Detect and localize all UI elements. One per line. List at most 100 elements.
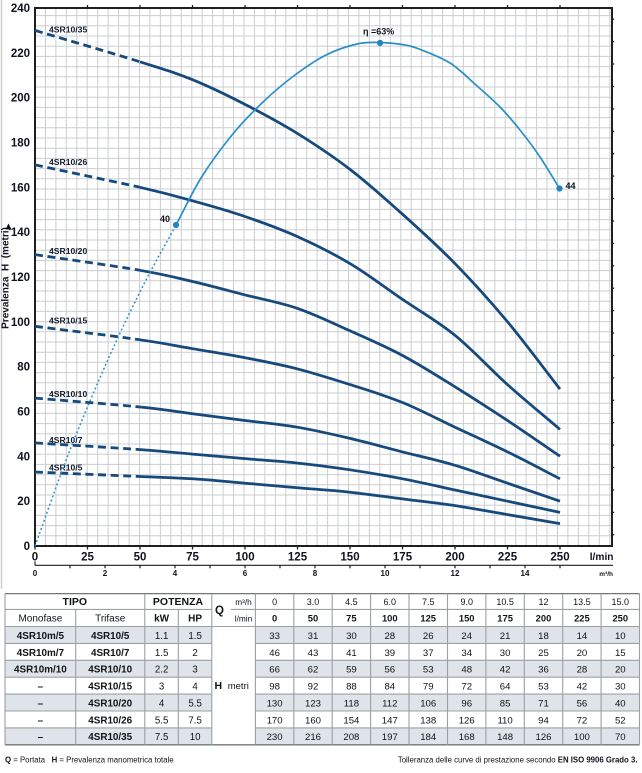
- svg-text:10: 10: [190, 732, 201, 743]
- svg-text:4SR10/26: 4SR10/26: [49, 157, 87, 167]
- svg-text:18: 18: [538, 631, 549, 642]
- svg-text:Prevalenza H (metri): Prevalenza H (metri): [1, 227, 12, 329]
- svg-text:3: 3: [159, 682, 164, 693]
- svg-text:4SR10/5: 4SR10/5: [49, 463, 83, 473]
- svg-text:100: 100: [382, 613, 398, 624]
- svg-text:94: 94: [538, 715, 549, 726]
- svg-text:56: 56: [577, 699, 588, 710]
- svg-text:53: 53: [538, 682, 549, 693]
- svg-text:8: 8: [313, 569, 318, 578]
- svg-text:100: 100: [11, 317, 30, 329]
- svg-text:25: 25: [538, 648, 549, 659]
- svg-text:30: 30: [500, 648, 511, 659]
- svg-text:75: 75: [346, 613, 356, 624]
- svg-text:34: 34: [461, 648, 472, 659]
- svg-text:138: 138: [420, 715, 436, 726]
- svg-text:110: 110: [497, 715, 512, 726]
- svg-text:170: 170: [267, 715, 283, 726]
- svg-text:7.5: 7.5: [155, 732, 168, 743]
- svg-text:Monofase: Monofase: [18, 614, 62, 625]
- svg-text:197: 197: [382, 732, 398, 743]
- svg-text:6.0: 6.0: [384, 597, 397, 607]
- svg-text:–: –: [38, 715, 44, 726]
- svg-text:200: 200: [536, 613, 552, 624]
- svg-text:20: 20: [577, 648, 588, 659]
- svg-text:106: 106: [420, 699, 436, 710]
- svg-text:4.5: 4.5: [345, 597, 358, 607]
- svg-text:48: 48: [461, 665, 472, 676]
- svg-text:46: 46: [269, 648, 280, 659]
- svg-text:Q = Portata H = Prevalenza m: Q = Portata H = Prevalenza manometrica t…: [5, 756, 174, 765]
- svg-text:0: 0: [32, 552, 38, 564]
- svg-text:14: 14: [577, 631, 588, 642]
- svg-text:4: 4: [192, 682, 198, 693]
- svg-text:130: 130: [267, 699, 283, 710]
- svg-text:52: 52: [615, 715, 626, 726]
- svg-text:15: 15: [615, 648, 626, 659]
- svg-text:4SR10/35: 4SR10/35: [88, 732, 132, 743]
- svg-text:72: 72: [461, 682, 472, 693]
- svg-text:l/min: l/min: [590, 552, 614, 563]
- svg-text:9.0: 9.0: [460, 597, 473, 607]
- svg-text:42: 42: [577, 682, 588, 693]
- svg-text:154: 154: [343, 715, 360, 726]
- svg-text:36: 36: [538, 665, 549, 676]
- svg-text:100: 100: [574, 732, 590, 743]
- svg-text:41: 41: [346, 648, 357, 659]
- svg-text:118: 118: [344, 699, 359, 710]
- svg-text:3: 3: [192, 665, 197, 676]
- svg-text:84: 84: [384, 682, 395, 693]
- svg-text:148: 148: [497, 732, 513, 743]
- svg-text:160: 160: [305, 715, 321, 726]
- svg-text:4SR10/10: 4SR10/10: [88, 665, 132, 676]
- svg-text:4SR10/5: 4SR10/5: [91, 631, 130, 642]
- svg-text:26: 26: [423, 631, 434, 642]
- svg-text:40: 40: [160, 214, 170, 224]
- svg-text:13.5: 13.5: [573, 597, 591, 607]
- svg-text:HP: HP: [188, 614, 202, 625]
- svg-text:21: 21: [500, 631, 511, 642]
- svg-text:15.0: 15.0: [612, 597, 630, 607]
- svg-text:250: 250: [550, 552, 569, 564]
- svg-text:0: 0: [24, 541, 30, 553]
- svg-text:4SR10/20: 4SR10/20: [88, 699, 132, 710]
- svg-text:225: 225: [574, 613, 590, 624]
- svg-text:20: 20: [615, 665, 626, 676]
- svg-text:4SR10/26: 4SR10/26: [88, 715, 132, 726]
- svg-text:4SR10/15: 4SR10/15: [49, 316, 87, 326]
- svg-text:l/min: l/min: [235, 614, 253, 624]
- svg-text:125: 125: [420, 613, 436, 624]
- svg-text:140: 140: [11, 227, 30, 239]
- svg-text:0: 0: [272, 613, 277, 624]
- svg-text:160: 160: [11, 182, 30, 194]
- svg-text:240: 240: [11, 3, 30, 15]
- svg-text:44: 44: [566, 181, 576, 191]
- svg-text:1.1: 1.1: [155, 631, 168, 642]
- svg-text:10: 10: [381, 569, 390, 578]
- svg-text:64: 64: [500, 682, 511, 693]
- svg-text:4SR10m/7: 4SR10m/7: [17, 648, 65, 659]
- svg-text:250: 250: [612, 613, 628, 624]
- svg-text:33: 33: [269, 631, 280, 642]
- svg-text:85: 85: [500, 699, 511, 710]
- svg-text:62: 62: [308, 665, 319, 676]
- svg-text:225: 225: [498, 552, 518, 564]
- svg-text:4SR10/10: 4SR10/10: [49, 389, 87, 399]
- svg-text:230: 230: [267, 732, 283, 743]
- svg-text:6: 6: [243, 569, 248, 578]
- svg-text:2: 2: [103, 569, 108, 578]
- svg-text:10.5: 10.5: [496, 597, 514, 607]
- svg-text:7.5: 7.5: [188, 715, 201, 726]
- svg-text:79: 79: [423, 682, 434, 693]
- svg-text:0: 0: [33, 569, 38, 578]
- svg-text:4SR10/20: 4SR10/20: [49, 246, 87, 256]
- svg-text:31: 31: [308, 631, 319, 642]
- svg-text:Tolleranza delle curve di pres: Tolleranza delle curve di prestazione se…: [398, 756, 638, 765]
- svg-text:m³/h: m³/h: [599, 571, 613, 578]
- svg-text:126: 126: [535, 732, 551, 743]
- svg-text:184: 184: [420, 732, 437, 743]
- svg-text:28: 28: [577, 665, 588, 676]
- svg-text:Trifase: Trifase: [95, 614, 126, 625]
- svg-text:40: 40: [17, 451, 30, 463]
- svg-text:43: 43: [308, 648, 319, 659]
